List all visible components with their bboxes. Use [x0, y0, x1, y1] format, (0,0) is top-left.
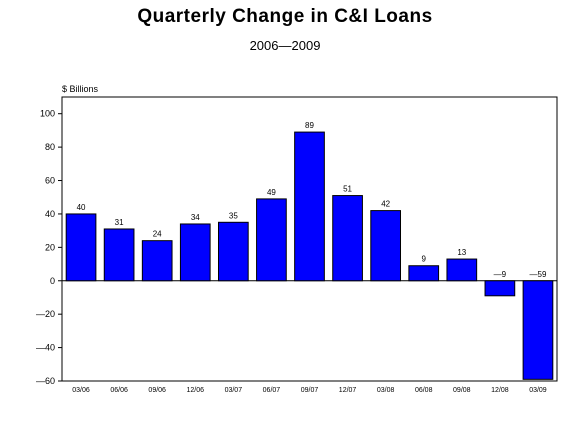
bar	[522, 280, 554, 380]
x-tick-label: 03/08	[377, 387, 395, 394]
y-tick-label: —60	[36, 376, 55, 386]
x-tick-label: 06/06	[110, 387, 128, 394]
y-tick-label: 60	[45, 176, 55, 186]
data-label: —9	[494, 270, 507, 279]
y-tick-label: 0	[50, 276, 55, 286]
plot-area: —60 —40 —20 0 20 40 60 80 100 40 03/06 31 06/06 24 09/…	[36, 96, 558, 394]
bar	[65, 213, 97, 282]
data-label: 42	[381, 200, 390, 209]
data-label: 31	[115, 218, 124, 227]
x-tick-label: 09/07	[301, 387, 319, 394]
bar	[446, 258, 478, 282]
x-tick-label: 03/06	[72, 387, 90, 394]
x-tick-label: 03/07	[225, 387, 243, 394]
chart-title: Quarterly Change in C&I Loans	[137, 6, 433, 27]
x-tick-label: 06/08	[415, 387, 433, 394]
chart-subtitle: 2006—2009	[249, 38, 321, 53]
bar	[179, 223, 211, 282]
bar	[332, 195, 363, 282]
data-label: 34	[191, 213, 200, 222]
x-tick-label: 03/09	[529, 387, 547, 394]
data-label: 24	[153, 230, 162, 239]
y-tick-label: —40	[36, 343, 55, 353]
x-tick-label: 09/06	[148, 387, 166, 394]
y-tick-label: 20	[45, 242, 55, 252]
x-tick-label: 12/06	[187, 387, 205, 394]
x-tick-label: 06/07	[263, 387, 281, 394]
data-label: 51	[343, 185, 352, 194]
data-label: 49	[267, 188, 276, 197]
y-axis-unit-label: $ Billions	[62, 84, 99, 94]
bar	[408, 265, 440, 282]
data-label: 9	[422, 255, 427, 264]
x-tick-label: 09/08	[453, 387, 471, 394]
bar	[484, 280, 516, 297]
data-label: 13	[457, 248, 466, 257]
plot-frame	[61, 96, 558, 382]
x-tick-label: 12/08	[491, 387, 509, 394]
x-tick-label: 12/07	[339, 387, 357, 394]
bar	[103, 228, 135, 282]
bar	[141, 240, 173, 282]
bar	[217, 221, 249, 282]
y-tick-label: 40	[45, 209, 55, 219]
y-tick-label: 100	[40, 109, 55, 119]
bar	[370, 210, 402, 282]
data-label: 35	[229, 211, 238, 220]
y-tick-label: —20	[36, 309, 55, 319]
data-label: —59	[530, 270, 547, 279]
data-label: 89	[305, 121, 314, 130]
data-label: 40	[77, 203, 86, 212]
y-tick-label: 80	[45, 142, 55, 152]
bar	[256, 198, 287, 282]
bar	[294, 131, 325, 282]
